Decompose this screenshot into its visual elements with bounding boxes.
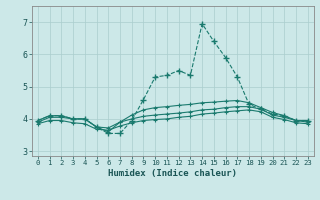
X-axis label: Humidex (Indice chaleur): Humidex (Indice chaleur): [108, 169, 237, 178]
